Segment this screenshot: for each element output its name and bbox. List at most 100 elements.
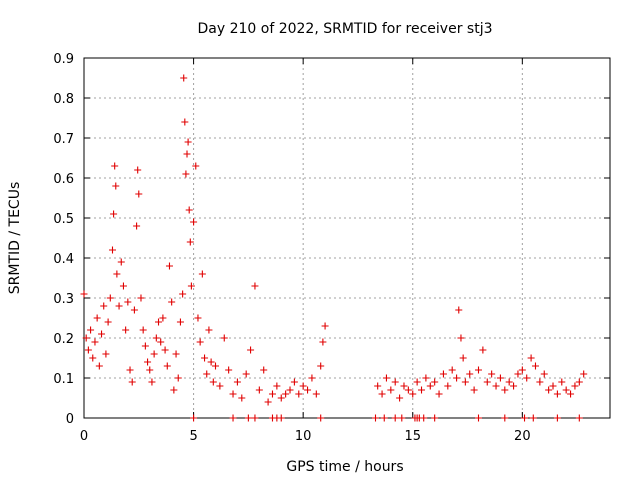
data-point xyxy=(308,374,316,382)
data-point xyxy=(448,366,456,374)
data-point xyxy=(89,354,97,362)
data-point xyxy=(409,390,417,398)
data-point xyxy=(133,222,141,230)
data-point xyxy=(470,386,478,394)
data-point xyxy=(562,386,570,394)
y-tick-label: 0.8 xyxy=(53,92,74,107)
data-point xyxy=(391,378,399,386)
data-point xyxy=(150,350,158,358)
y-tick-label: 0.5 xyxy=(53,212,74,227)
data-point xyxy=(295,390,303,398)
data-point xyxy=(82,334,90,342)
data-point xyxy=(130,306,138,314)
data-point xyxy=(106,294,114,302)
data-point xyxy=(157,338,165,346)
x-tick-label: 15 xyxy=(404,429,421,444)
data-point xyxy=(95,362,103,370)
data-point xyxy=(111,162,119,170)
data-point xyxy=(382,374,390,382)
data-point xyxy=(575,378,583,386)
y-tick-label: 0 xyxy=(66,412,74,427)
data-point xyxy=(180,74,188,82)
data-point xyxy=(521,414,529,422)
data-point xyxy=(553,390,561,398)
data-point xyxy=(209,378,217,386)
data-point xyxy=(321,322,329,330)
data-point xyxy=(152,334,160,342)
data-point xyxy=(255,386,263,394)
data-point xyxy=(183,150,191,158)
data-point xyxy=(431,378,439,386)
data-point xyxy=(457,334,465,342)
data-point xyxy=(187,282,195,290)
data-point xyxy=(185,206,193,214)
data-point xyxy=(159,314,167,322)
data-point xyxy=(371,414,379,422)
data-point xyxy=(113,270,121,278)
data-point xyxy=(141,342,149,350)
x-tick-label: 5 xyxy=(189,429,197,444)
data-point xyxy=(540,370,548,378)
data-point xyxy=(580,370,588,378)
data-point xyxy=(170,386,178,394)
y-tick-label: 0.2 xyxy=(53,332,74,347)
data-point xyxy=(220,334,228,342)
data-point xyxy=(184,138,192,146)
data-point xyxy=(102,350,110,358)
data-point xyxy=(176,318,184,326)
data-point xyxy=(165,262,173,270)
data-point xyxy=(273,382,281,390)
data-points xyxy=(80,74,588,422)
data-point xyxy=(299,382,307,390)
data-point xyxy=(194,314,202,322)
data-point xyxy=(119,282,127,290)
data-point xyxy=(483,378,491,386)
data-point xyxy=(247,346,255,354)
data-point xyxy=(196,338,204,346)
x-tick-label: 10 xyxy=(295,429,312,444)
data-point xyxy=(545,386,553,394)
data-point xyxy=(251,414,259,422)
y-tick-label: 0.1 xyxy=(53,372,74,387)
chart-title: Day 210 of 2022, SRMTID for receiver stj… xyxy=(198,21,493,37)
data-point xyxy=(93,314,101,322)
data-point xyxy=(155,318,163,326)
data-point xyxy=(244,414,252,422)
data-point xyxy=(479,346,487,354)
data-point xyxy=(380,414,388,422)
data-point xyxy=(190,414,198,422)
data-point xyxy=(98,330,106,338)
data-point xyxy=(466,370,474,378)
data-point xyxy=(571,382,579,390)
y-tick-label: 0.9 xyxy=(53,52,74,67)
y-tick-label: 0.4 xyxy=(53,252,74,267)
data-point xyxy=(172,350,180,358)
data-point xyxy=(181,118,189,126)
data-point xyxy=(205,326,213,334)
data-point xyxy=(207,358,215,366)
data-point xyxy=(216,382,224,390)
data-point xyxy=(91,338,99,346)
x-axis-label: GPS time / hours xyxy=(286,459,403,475)
data-point xyxy=(426,382,434,390)
data-point xyxy=(567,390,575,398)
x-tick-label: 20 xyxy=(514,429,531,444)
data-point xyxy=(179,290,187,298)
data-point xyxy=(531,362,539,370)
data-point xyxy=(148,378,156,386)
data-point xyxy=(203,370,211,378)
data-point xyxy=(501,386,509,394)
data-point xyxy=(398,414,406,422)
data-point xyxy=(549,382,557,390)
data-point xyxy=(122,326,130,334)
data-point xyxy=(268,390,276,398)
data-point xyxy=(518,366,526,374)
data-point xyxy=(439,370,447,378)
grid xyxy=(84,58,610,418)
data-point xyxy=(461,378,469,386)
data-point xyxy=(80,290,88,298)
data-point xyxy=(319,338,327,346)
data-point xyxy=(186,238,194,246)
data-point xyxy=(161,346,169,354)
data-point xyxy=(536,378,544,386)
